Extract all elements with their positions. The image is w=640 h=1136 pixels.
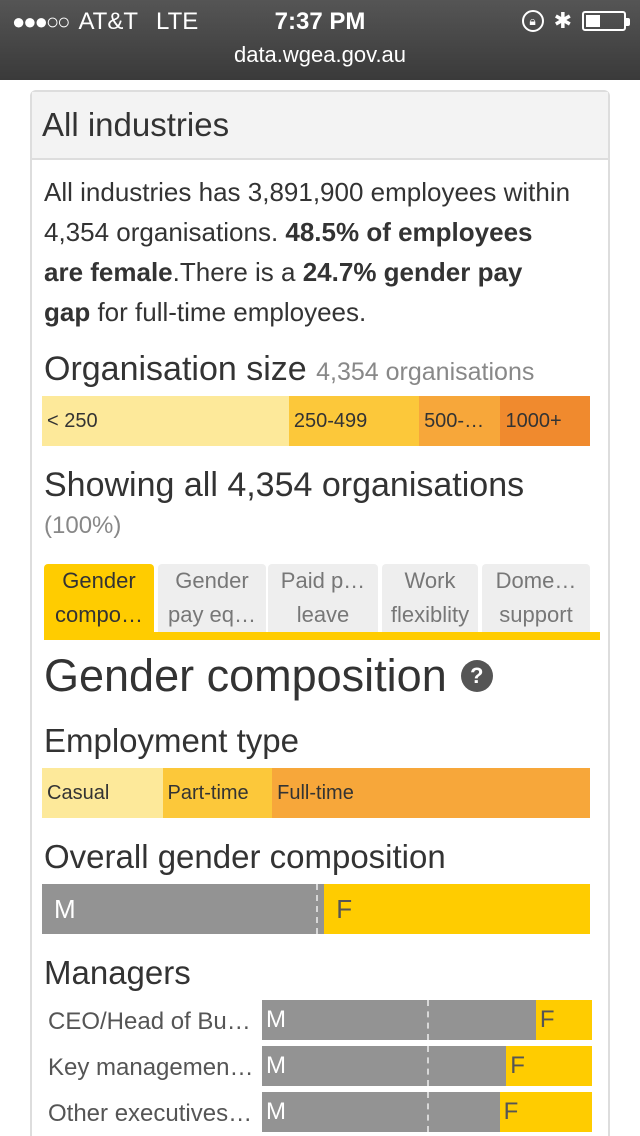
status-right: 🔒︎ ✱ [521,8,630,34]
overall-gender-bar[interactable]: M F [42,884,590,934]
help-icon[interactable]: ? [460,660,493,692]
org-size-segment[interactable]: 1000+ [500,396,590,446]
female-segment: F [499,1092,592,1132]
employment-type-segment[interactable]: Full-time [272,768,590,818]
male-segment: M [262,1000,536,1040]
topic-tabs: Gender compo… Gender pay eq… Paid p… leave Wor… [44,564,600,640]
clock: 7:37 PM [274,8,366,35]
summary-text: .There is a [172,257,303,287]
tab[interactable]: Paid p… leave [268,564,378,632]
midpoint-marker [427,1000,429,1040]
showing-percent: (100%) [44,512,122,539]
midpoint-marker [316,884,318,934]
female-segment: F [324,884,590,934]
manager-row-label: Key managemen… [48,1054,254,1081]
gender-composition-heading: Gender composition ? [44,650,493,702]
org-size-count: 4,354 organisations [316,358,535,386]
org-size-heading: Organisation size 4,354 organisations [44,350,534,389]
status-bar: ●●●○○ AT&T LTE 7:37 PM 🔒︎ ✱ data.wgea.go… [0,0,640,80]
org-size-segment[interactable]: 250-499 [288,396,420,446]
managers-heading: Managers [44,954,191,991]
org-size-segment[interactable]: 500-… [419,396,501,446]
signal-strength-icon: ●●●○○ [12,9,70,34]
summary-text: All industries has 3,891,900 employees w… [44,177,571,247]
industry-card: All industries All industries has 3,891,… [30,90,610,1136]
showing-count: Showing all 4,354 organisations [44,466,525,504]
org-size-bar[interactable]: < 250 250-499 500-… 1000+ [42,396,590,446]
employment-type-segment[interactable]: Casual [42,768,163,818]
rotation-lock-icon: 🔒︎ [521,10,544,32]
midpoint-marker [427,1092,429,1132]
summary-text: for full-time employees. [90,297,367,327]
midpoint-marker [427,1046,429,1086]
tab[interactable]: Gender compo… [44,564,154,632]
network-type-label: LTE [156,8,199,35]
manager-row-label: CEO/Head of Bu… [48,1008,251,1035]
manager-row-label: Other executives… [48,1100,253,1127]
card-title: All industries [32,92,608,160]
male-segment: M [262,1092,500,1132]
industry-summary: All industries has 3,891,900 employees w… [44,172,574,332]
battery-icon [582,11,630,31]
female-segment: F [506,1046,592,1086]
summary-female-share: 48.5% of employees are female [44,217,533,287]
tab[interactable]: Dome… support [482,564,590,632]
employment-type-heading: Employment type [44,722,299,759]
address-bar[interactable]: data.wgea.gov.au [233,42,407,67]
overall-gender-heading: Overall gender composition [44,838,446,875]
status-left: ●●●○○ AT&T LTE [12,8,198,36]
tab[interactable]: Work flexiblity [382,564,478,632]
section-title: Gender composition [44,650,447,701]
male-segment: M [42,884,325,934]
tab[interactable]: Gender pay eq… [158,564,266,632]
summary-pay-gap: 24.7% gender pay gap [44,257,523,327]
org-size-title: Organisation size [44,350,307,388]
female-segment: F [535,1000,592,1040]
org-size-segment[interactable]: < 250 [42,396,289,446]
bluetooth-icon: ✱ [553,8,572,33]
carrier-label: AT&T [78,8,139,35]
male-segment: M [262,1046,507,1086]
employment-type-segment[interactable]: Part-time [162,768,273,818]
employment-type-bar[interactable]: Casual Part-time Full-time [42,768,590,818]
